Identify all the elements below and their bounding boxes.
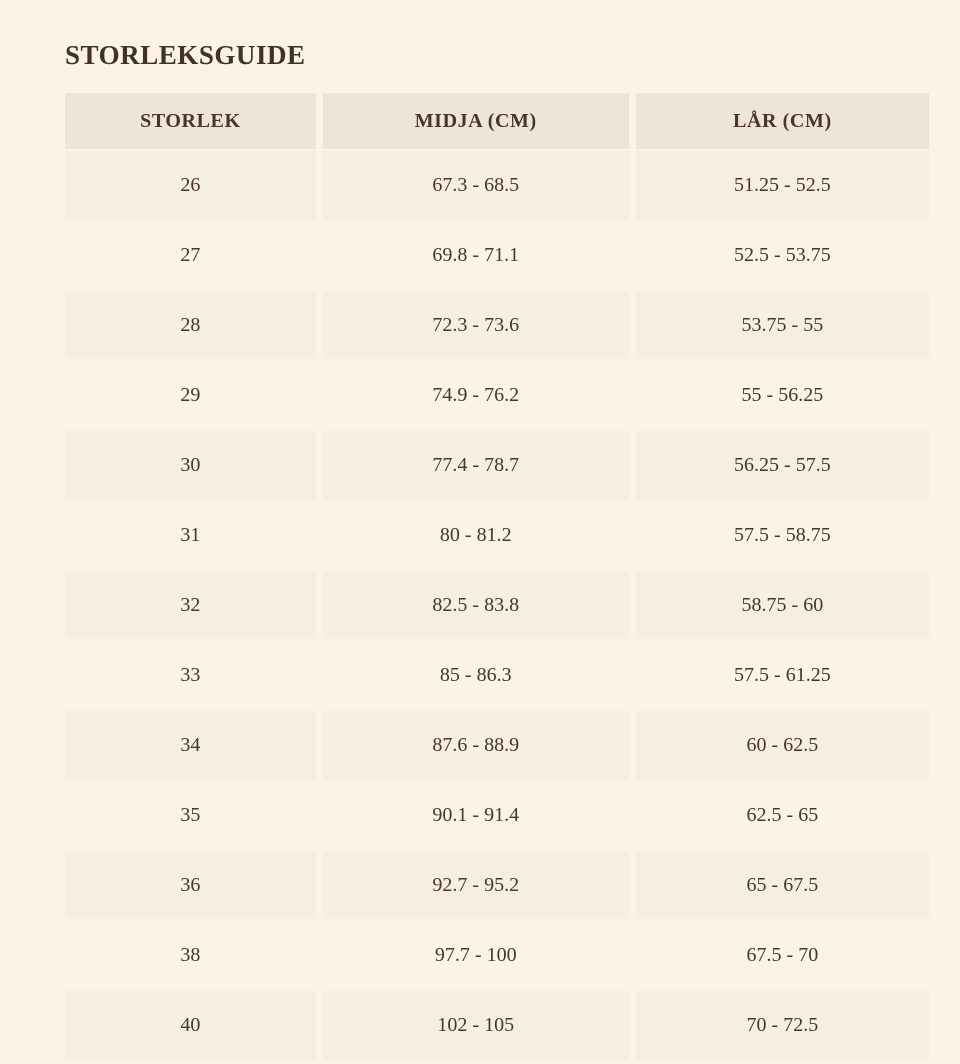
size-cell: 28 [65, 291, 316, 359]
table-row: 33 85 - 86.3 57.5 - 61.25 [65, 641, 929, 709]
size-cell: 36 [65, 851, 316, 919]
thigh-cell: 52.5 - 53.75 [734, 243, 831, 266]
size-cell: 27 [180, 243, 201, 266]
size-cell: 32 [65, 571, 316, 639]
thigh-cell: 70 - 72.5 [635, 991, 929, 1059]
thigh-cell: 55 - 56.25 [741, 383, 824, 406]
size-cell: 29 [180, 383, 201, 406]
thigh-cell: 57.5 - 58.75 [734, 523, 831, 546]
table-row: 36 92.7 - 95.2 65 - 67.5 [65, 851, 929, 919]
thigh-cell: 51.25 - 52.5 [635, 151, 929, 219]
size-cell: 30 [65, 431, 316, 499]
table-row: 28 72.3 - 73.6 53.75 - 55 [65, 291, 929, 359]
waist-cell: 77.4 - 78.7 [322, 431, 629, 499]
column-header-size: STORLEK [65, 93, 316, 149]
table-header-row: STORLEK MIDJA (CM) LÅR (CM) [65, 93, 929, 149]
table-row: 38 97.7 - 100 67.5 - 70 [65, 921, 929, 989]
size-guide-table: STORLEK MIDJA (CM) LÅR (CM) 26 67.3 - 68… [58, 91, 936, 1061]
size-cell: 35 [180, 803, 201, 826]
table-row: 27 69.8 - 71.1 52.5 - 53.75 [65, 221, 929, 289]
waist-cell: 102 - 105 [322, 991, 629, 1059]
thigh-cell: 58.75 - 60 [635, 571, 929, 639]
table-row: 30 77.4 - 78.7 56.25 - 57.5 [65, 431, 929, 499]
waist-cell: 69.8 - 71.1 [432, 243, 520, 266]
thigh-cell: 60 - 62.5 [635, 711, 929, 779]
waist-cell: 97.7 - 100 [434, 943, 517, 966]
size-cell: 34 [65, 711, 316, 779]
waist-cell: 72.3 - 73.6 [322, 291, 629, 359]
table-row: 31 80 - 81.2 57.5 - 58.75 [65, 501, 929, 569]
waist-cell: 67.3 - 68.5 [322, 151, 629, 219]
column-header-waist: MIDJA (CM) [322, 93, 629, 149]
table-row: 32 82.5 - 83.8 58.75 - 60 [65, 571, 929, 639]
table-row: 26 67.3 - 68.5 51.25 - 52.5 [65, 151, 929, 219]
waist-cell: 80 - 81.2 [439, 523, 512, 546]
column-header-thigh: LÅR (CM) [635, 93, 929, 149]
waist-cell: 74.9 - 76.2 [432, 383, 520, 406]
size-cell: 38 [180, 943, 201, 966]
table-row: 35 90.1 - 91.4 62.5 - 65 [65, 781, 929, 849]
table-row: 34 87.6 - 88.9 60 - 62.5 [65, 711, 929, 779]
thigh-cell: 62.5 - 65 [746, 803, 819, 826]
waist-cell: 92.7 - 95.2 [322, 851, 629, 919]
size-cell: 26 [65, 151, 316, 219]
size-cell: 40 [65, 991, 316, 1059]
waist-cell: 87.6 - 88.9 [322, 711, 629, 779]
thigh-cell: 57.5 - 61.25 [734, 663, 831, 686]
waist-cell: 85 - 86.3 [439, 663, 512, 686]
size-cell: 33 [180, 663, 201, 686]
size-cell: 31 [180, 523, 201, 546]
thigh-cell: 65 - 67.5 [635, 851, 929, 919]
table-row: 40 102 - 105 70 - 72.5 [65, 991, 929, 1059]
waist-cell: 90.1 - 91.4 [432, 803, 520, 826]
thigh-cell: 53.75 - 55 [635, 291, 929, 359]
waist-cell: 82.5 - 83.8 [322, 571, 629, 639]
thigh-cell: 56.25 - 57.5 [635, 431, 929, 499]
table-row: 29 74.9 - 76.2 55 - 56.25 [65, 361, 929, 429]
thigh-cell: 67.5 - 70 [746, 943, 819, 966]
page-title: STORLEKSGUIDE [65, 40, 306, 70]
